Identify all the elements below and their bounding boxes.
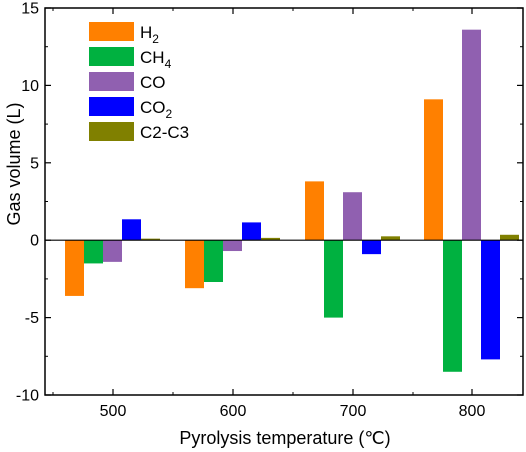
y-tick-label-0: 0	[30, 233, 39, 250]
x-tick-label-800: 800	[459, 403, 486, 420]
legend-label-c2-c3: C2-C3	[140, 123, 189, 142]
ticks-layer: -10 -5 0 5 10 15 500 600 700 800	[16, 1, 523, 420]
bar-co-500	[103, 240, 122, 262]
bar-c2-c3-700	[381, 236, 400, 241]
bar-h2-800	[424, 99, 443, 241]
bar-co-800	[462, 29, 481, 241]
bar-ch4-600	[204, 240, 223, 282]
bar-c2-c3-500	[141, 238, 160, 241]
bar-h2-600	[185, 240, 204, 289]
bar-co2-700	[362, 240, 381, 255]
y-tick-label-5: 5	[30, 155, 39, 172]
bar-co-600	[223, 240, 242, 252]
legend-label-co: CO	[140, 73, 166, 92]
legend-swatch-co2	[89, 97, 134, 116]
x-tick-label-700: 700	[340, 403, 367, 420]
bar-c2-c3-600	[261, 237, 280, 241]
bar-co2-500	[122, 219, 141, 241]
bar-c2-c3-800	[500, 234, 519, 241]
legend-label-h2: H2	[140, 23, 159, 46]
y-axis-title: Gas volume (L)	[4, 102, 24, 225]
bar-co2-600	[242, 222, 261, 241]
x-axis-title: Pyrolysis temperature (℃)	[179, 428, 390, 448]
bar-ch4-700	[324, 240, 343, 318]
x-tick-label-600: 600	[220, 403, 247, 420]
x-tick-label-500: 500	[100, 403, 127, 420]
legend-swatch-h2	[89, 22, 134, 41]
bar-co2-800	[481, 240, 500, 360]
bar-ch4-800	[443, 240, 462, 372]
legend-label-co2: CO2	[140, 98, 173, 121]
bar-h2-700	[305, 181, 324, 241]
y-tick-label-15: 15	[21, 1, 39, 18]
bar-ch4-500	[84, 240, 103, 264]
legend-label-ch4: CH4	[140, 48, 172, 71]
bars-layer	[65, 29, 519, 372]
bar-h2-500	[65, 240, 84, 296]
bar-co-700	[343, 192, 362, 241]
y-tick-label-10: 10	[21, 78, 39, 95]
legend-swatch-co	[89, 72, 134, 91]
legend-swatch-c2-c3	[89, 122, 134, 141]
legend-swatch-ch4	[89, 47, 134, 66]
y-tick-label--5: -5	[25, 310, 39, 327]
y-tick-label--10: -10	[16, 388, 39, 405]
